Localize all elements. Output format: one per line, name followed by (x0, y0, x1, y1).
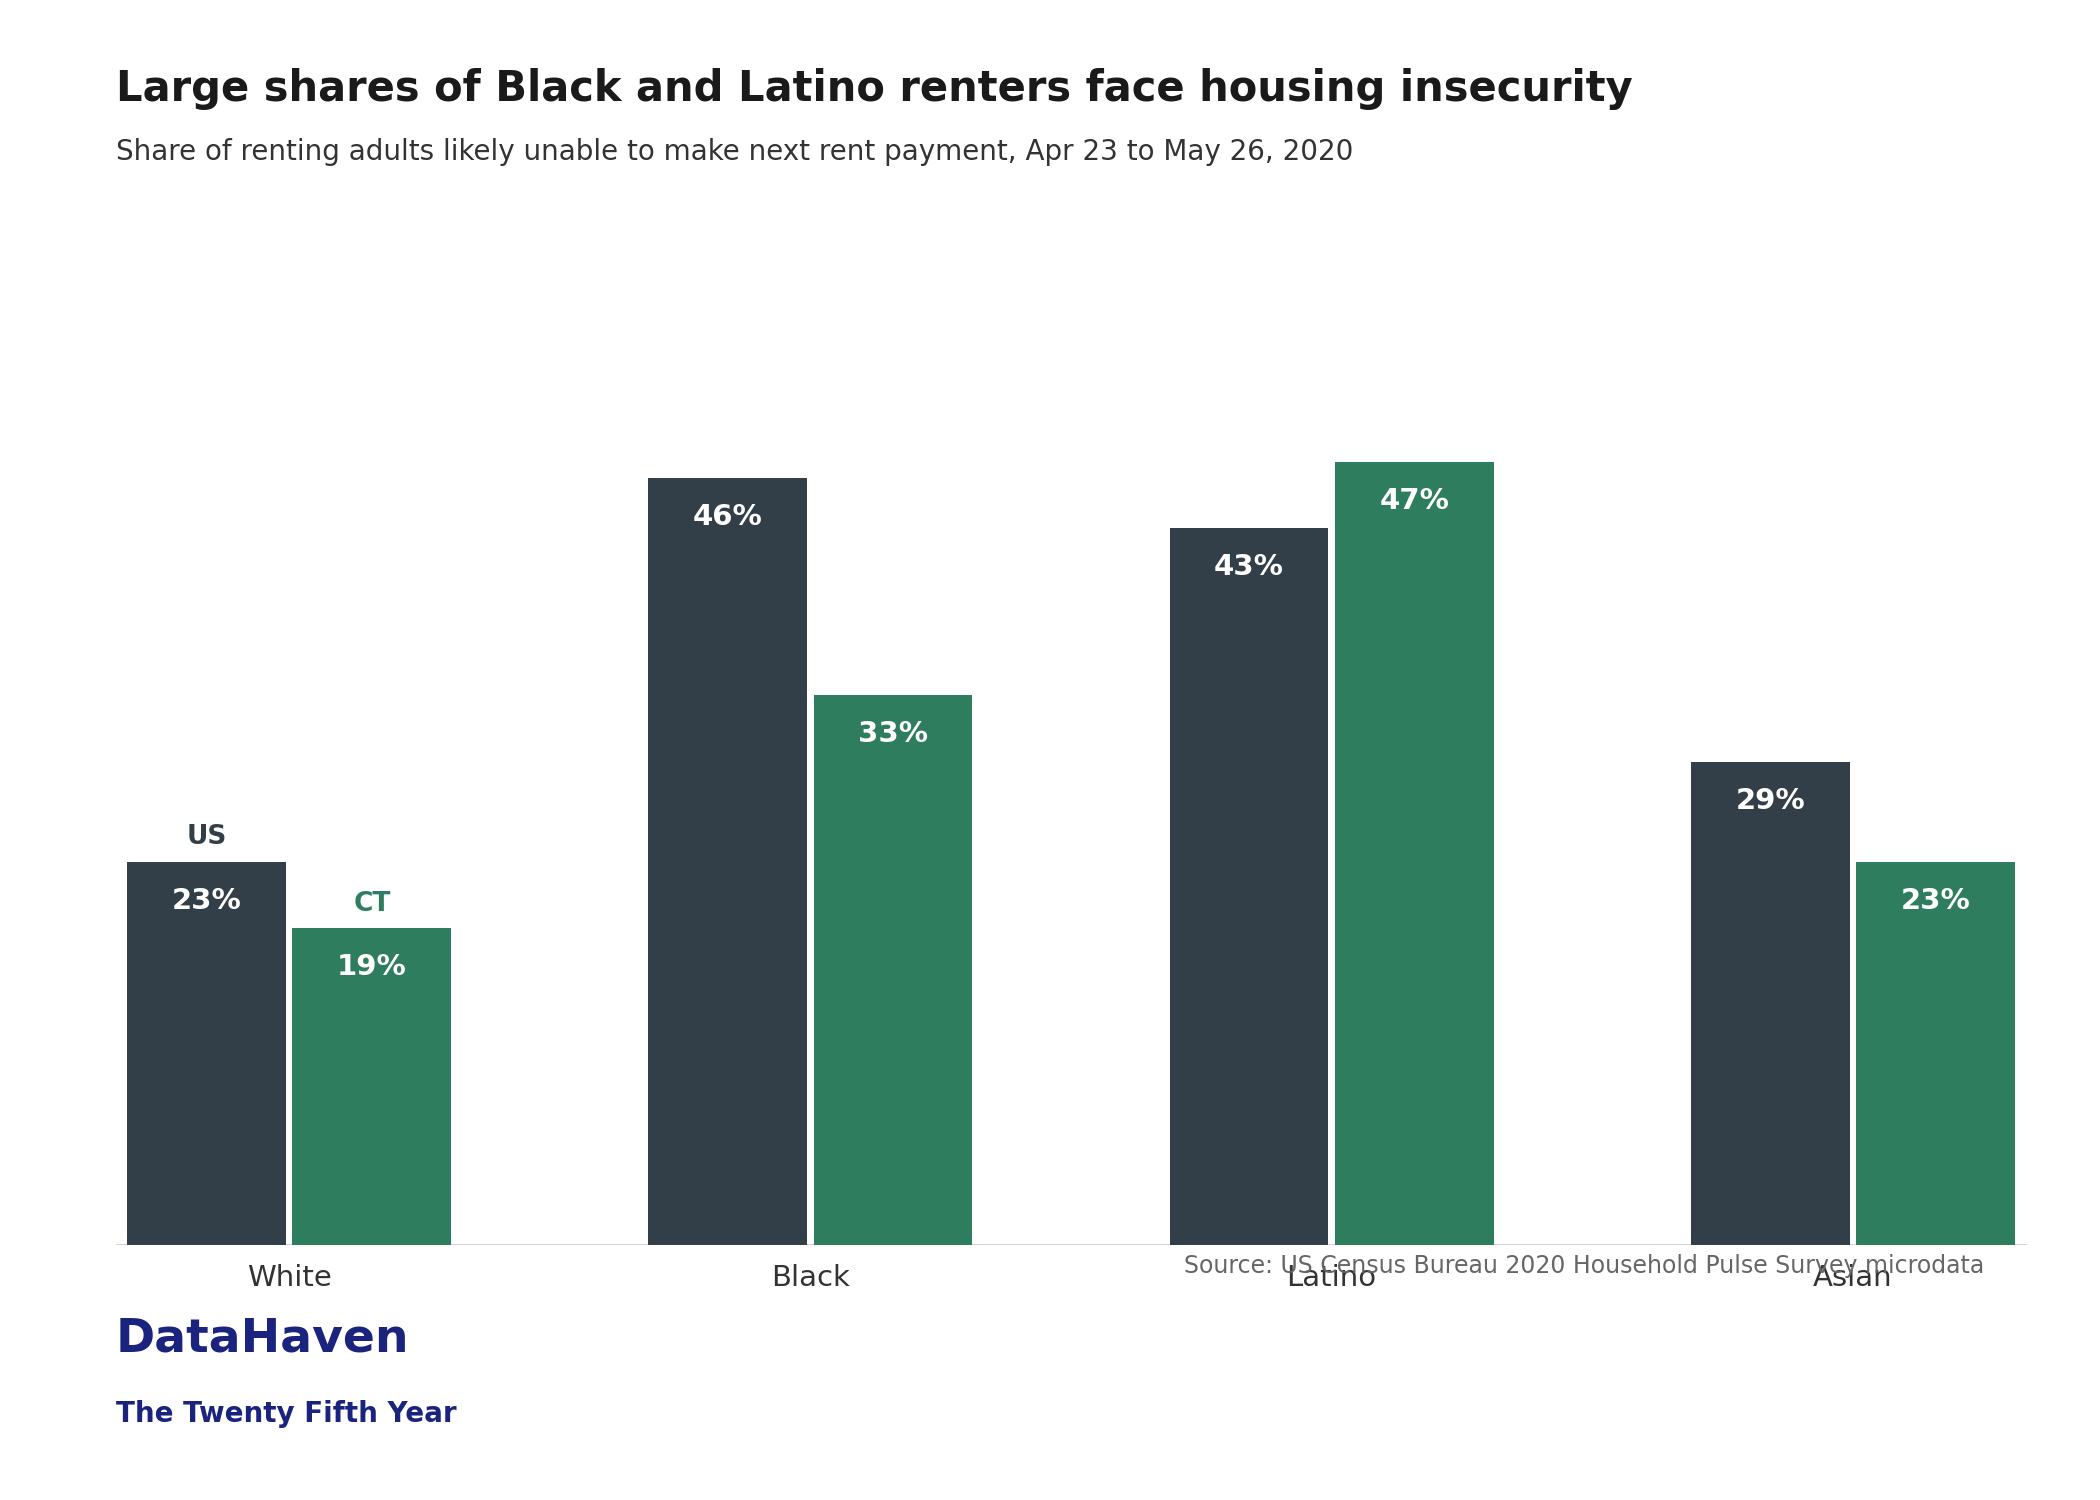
Bar (1170, 528, 1329, 1245)
Text: CT: CT (353, 891, 391, 916)
Bar (128, 861, 286, 1245)
Text: DataHaven: DataHaven (116, 1317, 410, 1362)
Bar (1336, 462, 1493, 1245)
Text: Source: US Census Bureau 2020 Household Pulse Survey microdata: Source: US Census Bureau 2020 Household … (1184, 1254, 1984, 1278)
Bar (292, 928, 452, 1245)
Bar (1856, 861, 2014, 1245)
Text: Large shares of Black and Latino renters face housing insecurity: Large shares of Black and Latino renters… (116, 68, 1632, 110)
Text: 29%: 29% (1735, 786, 1806, 814)
Text: 47%: 47% (1380, 486, 1449, 514)
Text: 46%: 46% (693, 504, 762, 531)
Text: 43%: 43% (1214, 554, 1283, 582)
Text: The Twenty Fifth Year: The Twenty Fifth Year (116, 1400, 456, 1428)
Text: 23%: 23% (1900, 886, 1970, 915)
Text: 33%: 33% (859, 720, 928, 748)
Text: 19%: 19% (336, 954, 407, 981)
Text: 23%: 23% (172, 886, 242, 915)
Text: Share of renting adults likely unable to make next rent payment, Apr 23 to May 2: Share of renting adults likely unable to… (116, 138, 1352, 166)
Bar (649, 478, 806, 1245)
Bar (1690, 762, 1850, 1245)
Bar (813, 694, 972, 1245)
Text: US: US (187, 824, 227, 850)
